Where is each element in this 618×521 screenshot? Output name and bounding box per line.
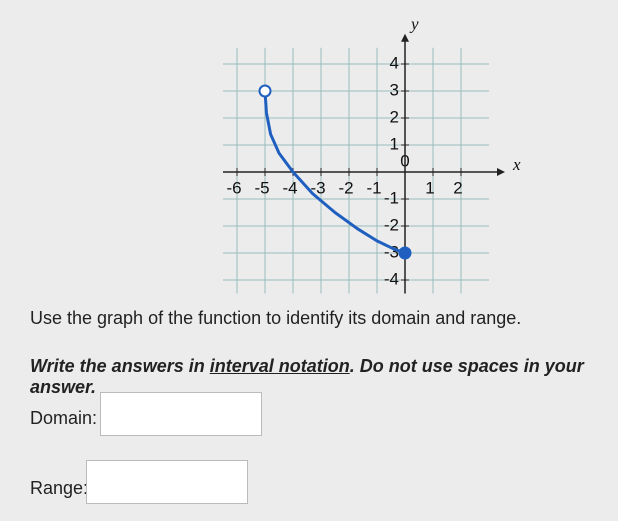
y-tick-label: -4 — [384, 269, 399, 288]
endpoint — [258, 84, 272, 98]
y-axis-arrow — [401, 33, 409, 42]
y-tick-label: -1 — [384, 188, 399, 207]
prompt: Use the graph of the function to identif… — [30, 308, 522, 328]
x-axis-label: x — [512, 155, 521, 174]
x-tick-label: -1 — [366, 178, 381, 197]
x-tick-label: -2 — [338, 178, 353, 197]
instructions: Write the answers in interval notation. … — [30, 356, 618, 398]
x-tick-label: -3 — [310, 178, 325, 197]
domain-input[interactable] — [100, 392, 262, 436]
y-tick-label: 3 — [390, 80, 399, 99]
y-axis-label: y — [409, 15, 419, 34]
y-tick-label: 2 — [390, 107, 399, 126]
range-input[interactable] — [86, 460, 248, 504]
x-tick-label: 2 — [453, 178, 462, 197]
x-tick-label: -6 — [226, 178, 241, 197]
y-tick-label: 1 — [390, 134, 399, 153]
instruction-text: . Do not use spaces in your answer. — [30, 356, 584, 397]
y-tick-label: 4 — [390, 53, 399, 72]
instruction-text: interval notation — [209, 356, 350, 376]
field-label: Domain: — [30, 408, 98, 428]
y-tick-label: -2 — [384, 215, 399, 234]
endpoint — [398, 246, 412, 260]
x-tick-label: 1 — [425, 178, 434, 197]
instruction-text: Write the answers in — [30, 356, 210, 376]
x-tick-label: -5 — [254, 178, 269, 197]
x-axis-arrow — [497, 168, 505, 176]
x-tick-label: -4 — [282, 178, 297, 197]
function-curve — [263, 90, 406, 255]
field-label: Range: — [30, 478, 89, 498]
